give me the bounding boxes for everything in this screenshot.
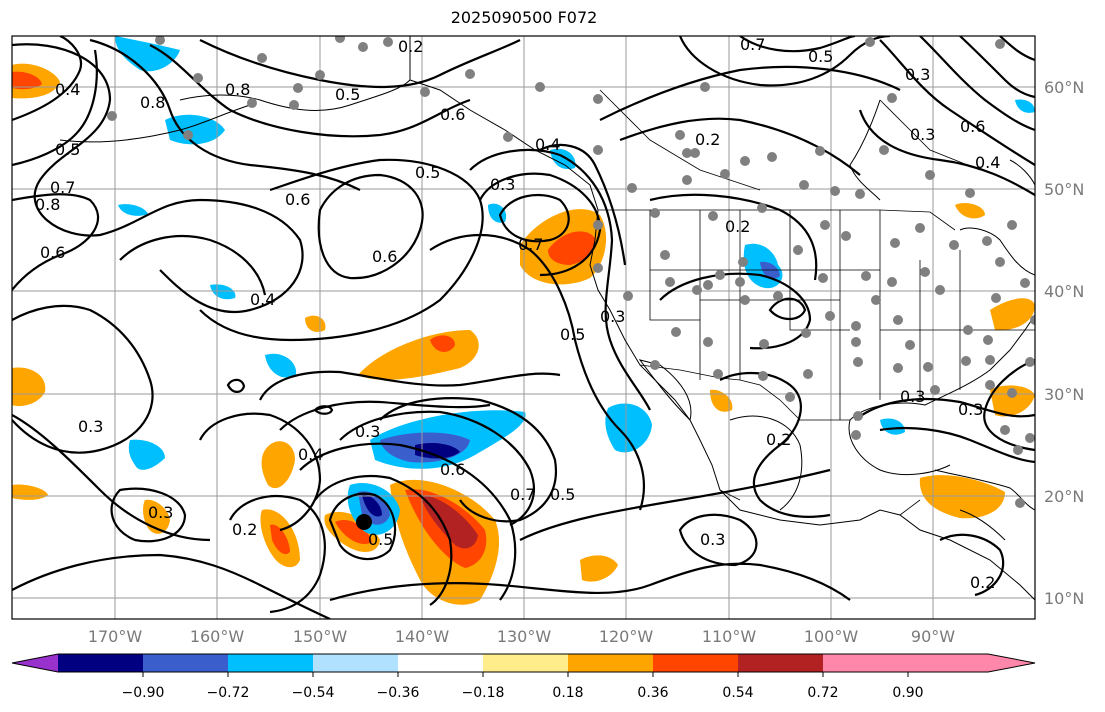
contour-label: 0.8 <box>225 80 250 99</box>
colorbar-segment <box>738 654 823 672</box>
colorbar-tick-label: −0.36 <box>377 685 420 701</box>
contour-label: 0.6 <box>40 243 65 262</box>
contour-label: 0.6 <box>285 190 310 209</box>
longitude-axis: 170°W 160°W 150°W 140°W 130°W 120°W 110°… <box>88 627 955 646</box>
contour-lines <box>12 36 1035 619</box>
colorbar-segment <box>12 654 58 672</box>
contour-label: 0.5 <box>55 140 80 159</box>
contour-label: 0.7 <box>740 35 765 54</box>
lon-label: 100°W <box>804 627 859 646</box>
colorbar-segment <box>313 654 398 672</box>
contour-label: 0.2 <box>970 573 995 592</box>
contour-label: 0.7 <box>510 485 535 504</box>
contour-label: 0.2 <box>766 430 791 449</box>
station-markers <box>107 36 1035 508</box>
lon-label: 160°W <box>190 627 245 646</box>
colorbar-segment <box>58 654 143 672</box>
colorbar-segment <box>653 654 738 672</box>
contour-label: 0.4 <box>975 153 1000 172</box>
contour-label: 0.2 <box>398 37 423 56</box>
colorbar-tick-label: 0.54 <box>722 685 753 701</box>
contour-label: 0.7 <box>518 235 543 254</box>
graticule <box>12 36 1035 619</box>
map-frame <box>11 35 1036 620</box>
contour-label: 0.8 <box>35 195 60 214</box>
contour-label: 0.3 <box>490 175 515 194</box>
lat-label: 10°N <box>1044 589 1084 608</box>
contour-label: 0.5 <box>335 85 360 104</box>
coastlines <box>59 36 1035 601</box>
lat-label: 20°N <box>1044 487 1084 506</box>
lat-label: 40°N <box>1044 282 1084 301</box>
contour-label: 0.5 <box>550 485 575 504</box>
lon-label: 140°W <box>395 627 450 646</box>
political-borders <box>409 36 1035 516</box>
colorbar-segment <box>143 654 228 672</box>
contour-label: 0.2 <box>725 217 750 236</box>
contour-label: 0.4 <box>55 80 80 99</box>
contour-label: 0.3 <box>600 307 625 326</box>
contour-label: 0.3 <box>355 422 380 441</box>
colorbar-tick-label: −0.72 <box>207 685 250 701</box>
colorbar-tick-label: 0.36 <box>637 685 668 701</box>
colorbar-tick-label: −0.18 <box>462 685 505 701</box>
map-panel: 0.2 0.7 0.5 0.8 0.4 0.5 0.6 0.4 0.2 0.3 … <box>11 35 1036 620</box>
colorbar-segment <box>398 654 483 672</box>
contour-label: 0.8 <box>140 93 165 112</box>
lat-label: 60°N <box>1044 78 1084 97</box>
colorbar-segment <box>483 654 568 672</box>
shading-layer <box>12 36 1035 605</box>
contour-label: 0.6 <box>960 117 985 136</box>
lon-label: 90°W <box>911 627 955 646</box>
contour-label: 0.4 <box>298 445 323 464</box>
lon-label: 150°W <box>293 627 348 646</box>
colorbar-segment <box>228 654 313 672</box>
map-title: 2025090500 F072 <box>450 8 598 27</box>
contour-label: 0.4 <box>250 290 275 309</box>
contour-label: 0.5 <box>415 163 440 182</box>
colorbar-ticks <box>142 672 909 677</box>
contour-label: 0.3 <box>958 400 983 419</box>
colorbar-tick-label: 0.18 <box>552 685 583 701</box>
colorbar-tick-label: −0.54 <box>292 685 335 701</box>
colorbar-segment <box>988 654 1035 672</box>
contour-label: 0.4 <box>535 135 560 154</box>
latitude-axis: 60°N 50°N 40°N 30°N 20°N 10°N <box>1044 78 1084 608</box>
contour-label: 0.3 <box>700 530 725 549</box>
contour-label: 0.3 <box>148 503 173 522</box>
storm-center-marker <box>356 514 372 530</box>
colorbar: −0.90 −0.72 −0.54 −0.36 −0.18 0.18 0.36 … <box>11 653 1036 701</box>
lon-label: 170°W <box>88 627 143 646</box>
contour-label: 0.3 <box>905 65 930 84</box>
lon-label: 110°W <box>702 627 757 646</box>
contour-label: 0.5 <box>368 530 393 549</box>
lat-label: 30°N <box>1044 385 1084 404</box>
colorbar-segment <box>568 654 653 672</box>
contour-label: 0.6 <box>372 247 397 266</box>
lat-label: 50°N <box>1044 180 1084 199</box>
contour-label: 0.2 <box>232 520 257 539</box>
contour-label: 0.5 <box>808 47 833 66</box>
contour-label: 0.2 <box>695 130 720 149</box>
contour-label: 0.3 <box>910 125 935 144</box>
contour-label: 0.3 <box>78 417 103 436</box>
contour-label: 0.5 <box>560 325 585 344</box>
contour-label: 0.6 <box>440 105 465 124</box>
contour-label: 0.3 <box>900 387 925 406</box>
colorbar-tick-label: 0.90 <box>892 685 923 701</box>
colorbar-tick-label: −0.90 <box>122 685 165 701</box>
contour-label: 0.6 <box>440 460 465 479</box>
colorbar-segment <box>823 654 988 672</box>
contour-labels: 0.2 0.7 0.5 0.8 0.4 0.5 0.6 0.4 0.2 0.3 … <box>35 35 1000 592</box>
lon-label: 130°W <box>497 627 552 646</box>
colorbar-tick-label: 0.72 <box>807 685 838 701</box>
contour-label: 0.7 <box>50 178 75 197</box>
lon-label: 120°W <box>599 627 654 646</box>
colorbar-outline <box>11 653 1036 673</box>
